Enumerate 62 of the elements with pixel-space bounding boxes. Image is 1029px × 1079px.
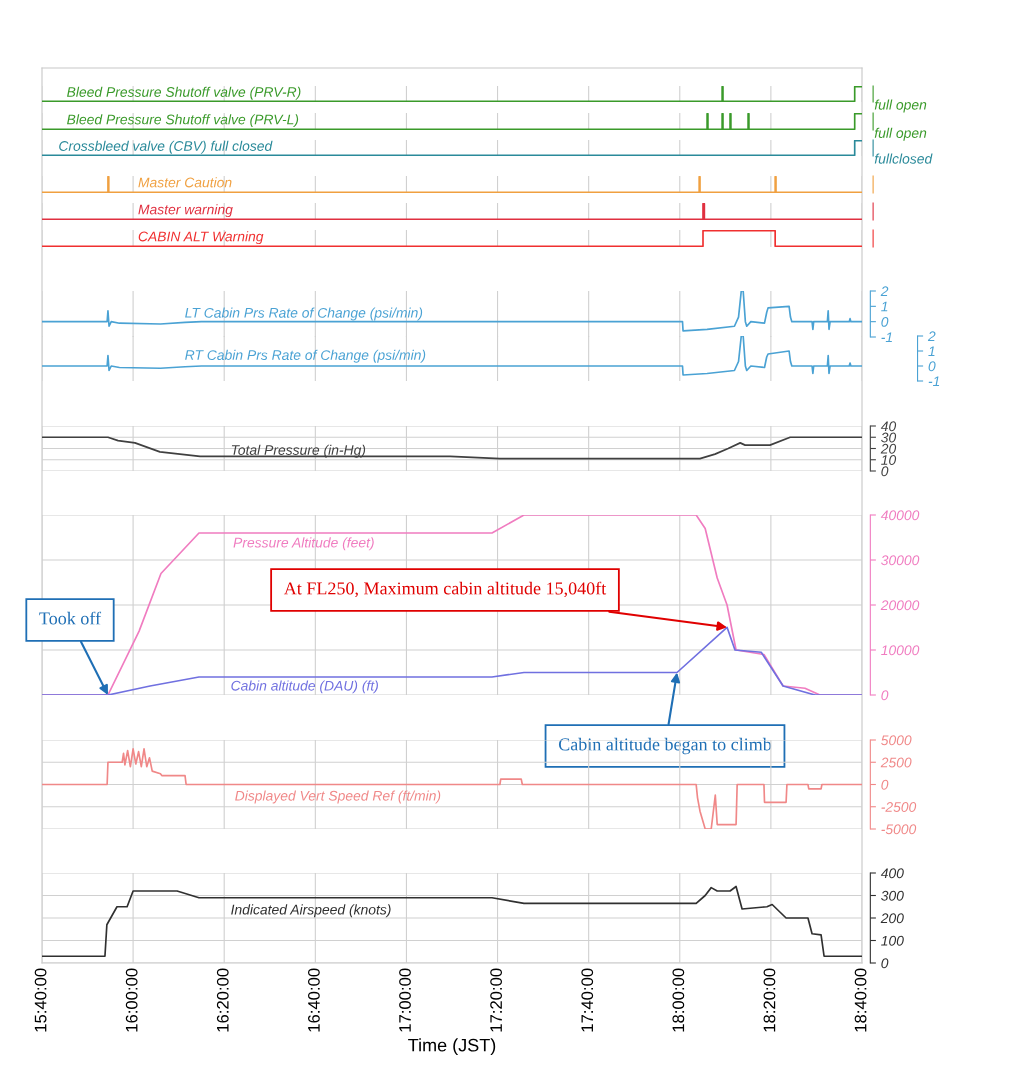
x-tick-label: 17:00:00 xyxy=(399,968,411,1032)
series-label: LT Cabin Prs Rate of Change (psi/min) xyxy=(185,307,423,321)
series-label: Master Caution xyxy=(138,177,232,188)
series-label: Indicated Airspeed (knots) xyxy=(231,904,391,918)
text: full open xyxy=(874,99,927,113)
x-tick-label: 18:40:00 xyxy=(854,968,867,1032)
series-label: RT Cabin Prs Rate of Change (psi/min) xyxy=(185,349,426,363)
line-series xyxy=(42,291,862,332)
y-tick-label: -2500 xyxy=(881,802,917,812)
y-tick-label: 0 xyxy=(881,317,889,327)
series-label: Bleed Pressure Shutoff valve (PRV-R) xyxy=(67,86,301,100)
y-tick-label: 0 xyxy=(881,690,889,701)
y-tick-label: 2 xyxy=(927,331,936,342)
y-tick-label: 10000 xyxy=(881,645,920,656)
y-tick-label: 10 xyxy=(881,455,897,465)
x-tick-label: 16:00:00 xyxy=(125,968,138,1032)
text: full open xyxy=(874,127,927,141)
series-label: Pressure Altitude (feet) xyxy=(233,537,374,551)
x-tick-label: 16:20:00 xyxy=(216,968,229,1032)
y-tick-label: -5000 xyxy=(881,824,917,835)
y-tick-label: 20 xyxy=(880,443,897,454)
y-tick-label: 1 xyxy=(881,301,888,312)
x-tick-label: 17:40:00 xyxy=(581,968,594,1032)
series-label: CABIN ALT Warning xyxy=(138,231,264,245)
y-tick-label: 400 xyxy=(880,868,904,879)
series-label: Crossbleed valve (CBV) full closed xyxy=(59,140,273,154)
line-series xyxy=(42,336,862,376)
y-tick-label: 1 xyxy=(928,346,935,357)
series-label: Master warning xyxy=(138,204,233,218)
y-tick-label: 2500 xyxy=(880,757,912,768)
y-tick-label: 40 xyxy=(880,421,897,432)
y-tick-label: -1 xyxy=(928,376,940,387)
y-tick-label: 40000 xyxy=(880,510,920,521)
y-tick-label: 30000 xyxy=(881,555,920,566)
y-tick-label: 0 xyxy=(928,361,936,372)
text: fullclosed xyxy=(874,153,933,164)
line-series xyxy=(42,885,862,958)
series-label: Total Pressure (in-Hg) xyxy=(231,444,366,458)
y-tick-label: 0 xyxy=(881,779,889,790)
y-tick-label: 30 xyxy=(881,432,897,443)
y-tick-label: 5000 xyxy=(881,735,912,746)
y-tick-label: 300 xyxy=(881,890,904,901)
y-tick-label: 2 xyxy=(880,286,889,297)
series-label: Cabin altitude (DAU) (ft) xyxy=(231,680,378,694)
annotation: Cabin altitude began to climb xyxy=(558,737,772,755)
y-tick-label: 200 xyxy=(880,913,904,924)
x-tick-label: 15:40:00 xyxy=(34,968,47,1032)
y-tick-label: 0 xyxy=(881,466,889,477)
series-label: Displayed Vert Speed Ref (ft/min) xyxy=(235,790,441,804)
annotation: At FL250, Maximum cabin altitude 15,040ft xyxy=(283,581,607,598)
x-tick-label: 16:40:00 xyxy=(308,968,320,1032)
annotation: Took off xyxy=(39,611,102,625)
x-tick-label: 18:20:00 xyxy=(763,968,776,1032)
x-tick-label: 17:20:00 xyxy=(490,968,503,1032)
y-tick-label: -1 xyxy=(881,332,892,343)
x-axis-title: Time (JST) xyxy=(408,1038,496,1056)
series-label: Bleed Pressure Shutoff valve (PRV-L) xyxy=(67,114,299,128)
line-series xyxy=(42,436,862,460)
y-tick-label: 0 xyxy=(881,958,889,969)
x-tick-label: 18:00:00 xyxy=(672,968,685,1032)
y-tick-label: 20000 xyxy=(880,600,920,611)
y-tick-label: 100 xyxy=(881,935,904,946)
